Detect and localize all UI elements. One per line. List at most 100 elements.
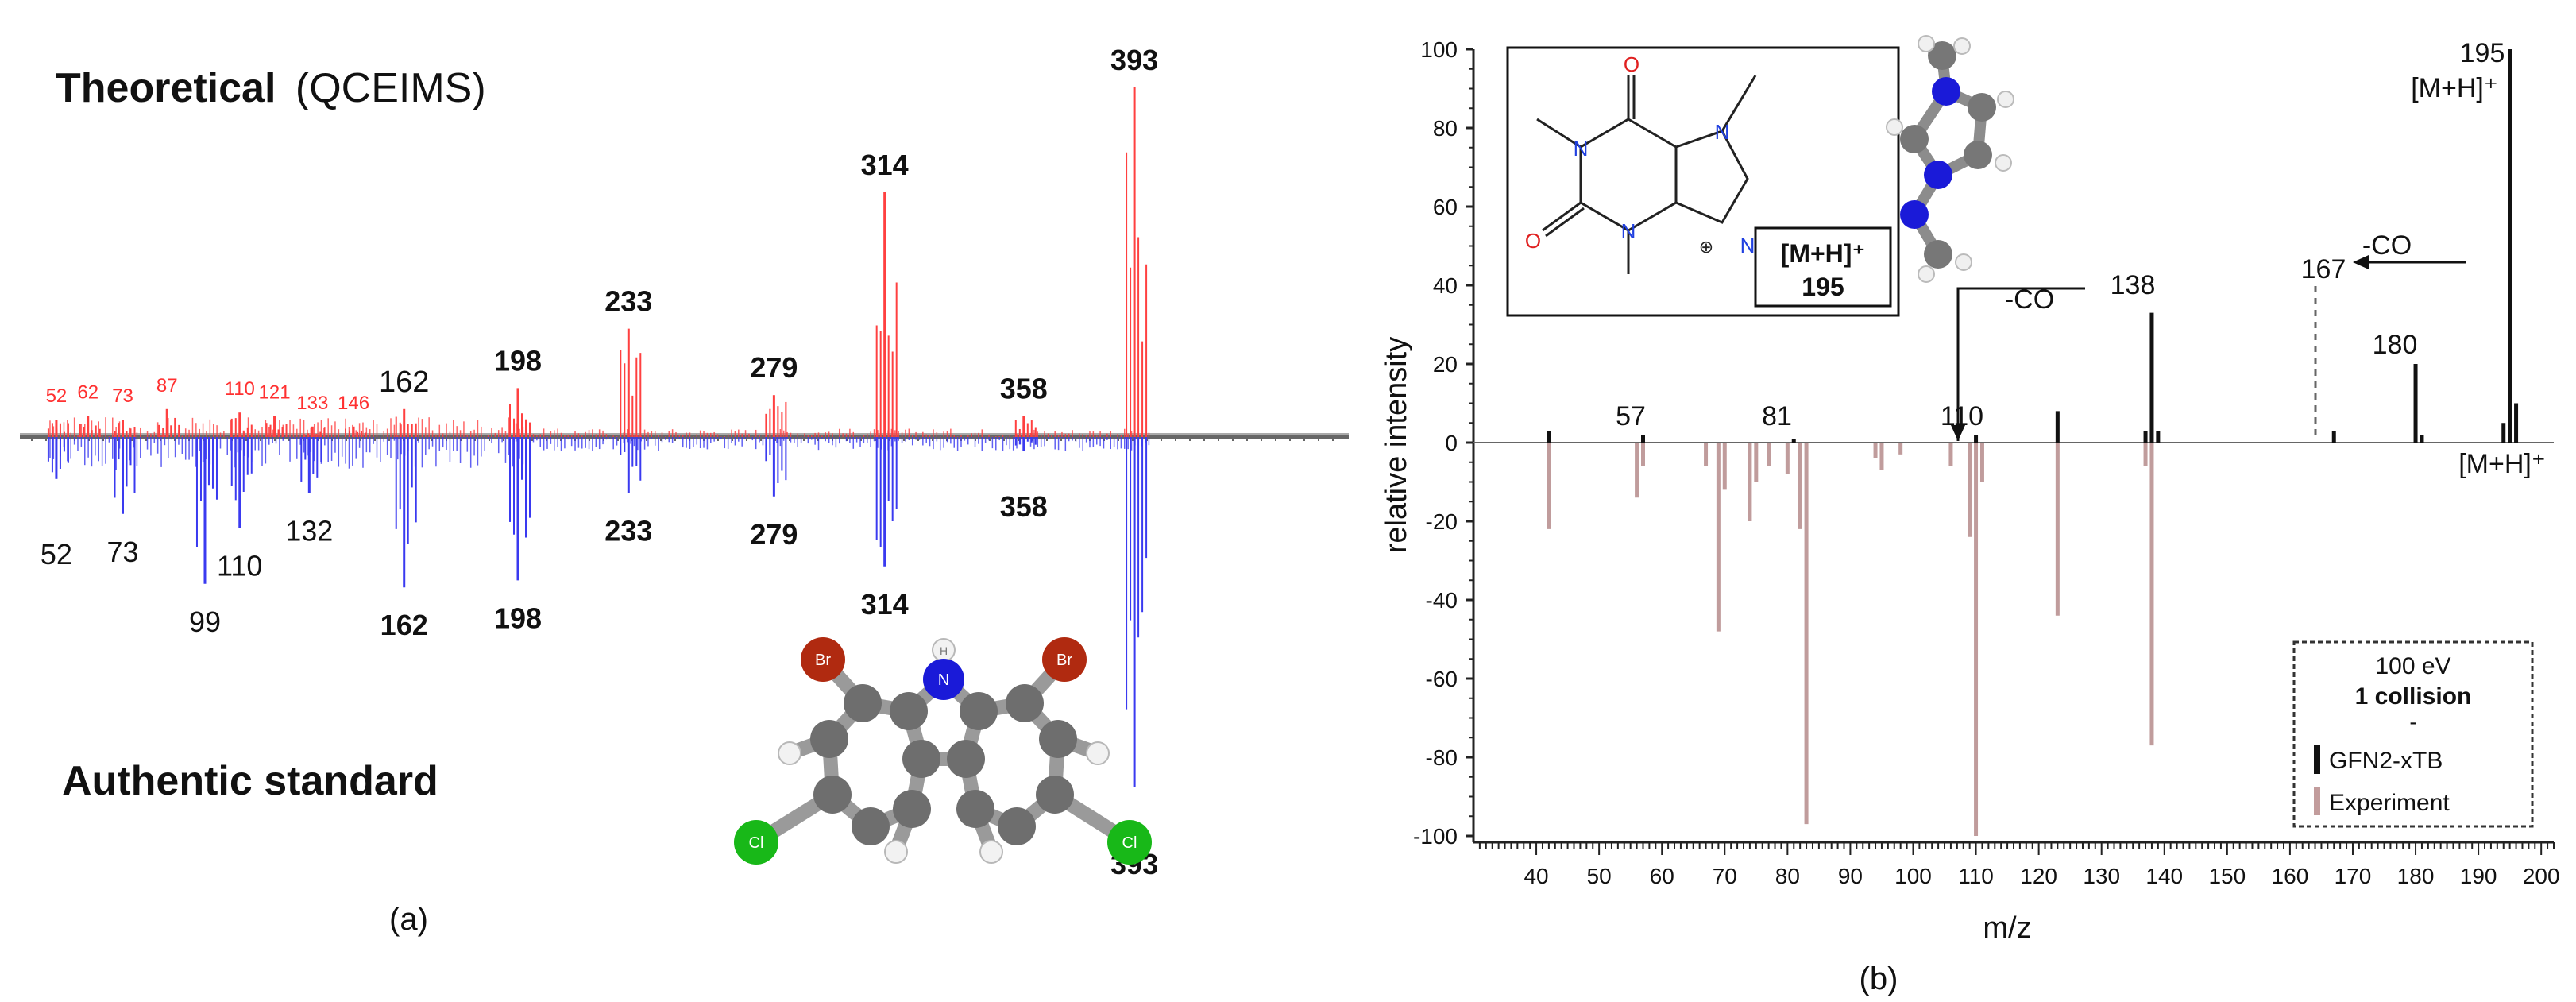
- inset-structure-box: O O N N N N H ⊕ [M+H]⁺ 195: [1506, 46, 1900, 317]
- x-axis-tick-label: 160: [2272, 864, 2309, 888]
- x-axis-tick-label: 80: [1775, 864, 1800, 888]
- y-axis-tick-label: 0: [1445, 431, 1458, 455]
- atom-o-left: O: [1525, 229, 1541, 253]
- authentic-peak-label: 233: [604, 514, 652, 547]
- theoretical-peak-labels: 52 62 73 87 110 121 133 146 162 198 233 279 314 358 39…: [46, 44, 1159, 414]
- legend-subtitle: 1 collision: [2355, 683, 2472, 710]
- theoretical-peak-label: 233: [604, 285, 652, 318]
- annot-peak-57: 57: [1616, 401, 1646, 431]
- y-axis-tick-label: -100: [1413, 824, 1458, 849]
- x-axis-tick-label: 190: [2460, 864, 2497, 888]
- authentic-peak-label: 314: [861, 588, 909, 621]
- authentic-peak-label: 198: [494, 602, 542, 634]
- panel-b-y-ticks: -100 -80 -60 -40 -20 0 20 40 60 80 100: [1413, 37, 1473, 849]
- molecule-nitrogen: [923, 659, 964, 700]
- panel-b-arrows: [1951, 255, 2466, 441]
- atom-n-1: N: [1574, 137, 1589, 161]
- theoretical-peak-label: 198: [494, 344, 542, 377]
- y-axis-tick-label: 80: [1433, 116, 1458, 141]
- carbazole-molecule-image: Br Br N Cl Cl H: [734, 637, 1152, 865]
- y-axis-tick-label: -20: [1426, 509, 1458, 534]
- y-axis-tick-label: 20: [1433, 352, 1458, 377]
- legend: 100 eV 1 collision - GFN2-xTB Experiment: [2292, 640, 2534, 828]
- annot-peak-195: 195: [2460, 38, 2505, 68]
- panel-a-panel-label: (a): [389, 902, 428, 937]
- authentic-peak-label: 162: [380, 609, 428, 641]
- theoretical-peak-label: 73: [112, 385, 133, 407]
- y-axis-tick-label: 40: [1433, 273, 1458, 298]
- molecule-bromine-right: [1042, 637, 1087, 682]
- theoretical-peak-label: 393: [1110, 44, 1158, 76]
- y-axis-tick-label: -40: [1426, 588, 1458, 613]
- panel-a-title-rest: (QCEIMS): [295, 65, 486, 111]
- inset-ion-label: [M+H]⁺: [1781, 239, 1866, 268]
- theoretical-peak-label: 314: [861, 149, 909, 181]
- atom-label-br-left: Br: [815, 652, 831, 669]
- molecule-chlorine-left: [734, 820, 778, 865]
- authentic-peak-label: 279: [750, 518, 798, 551]
- y-axis-tick-label: -80: [1426, 745, 1458, 770]
- arrow-co-left-line: [1956, 287, 2085, 441]
- panel-b-panel-label: (b): [1860, 961, 1898, 996]
- annot-peak-167: 167: [2301, 254, 2346, 284]
- molecule-carbons: [810, 684, 1077, 845]
- authentic-peak-label: 110: [217, 549, 262, 582]
- x-axis-tick-label: 60: [1650, 864, 1674, 888]
- panel-b-spectrum-bars: [1547, 49, 2519, 836]
- panel-b-y-axis-label: relative intensity: [1380, 337, 1413, 553]
- atom-n-3: N: [1621, 219, 1636, 243]
- theoretical-peak-label: 62: [77, 382, 98, 404]
- theoretical-peak-label: 162: [379, 366, 429, 399]
- authentic-spectrum: [47, 437, 1150, 787]
- legend-label-experiment: Experiment: [2329, 790, 2450, 816]
- inset-ion-mass: 195: [1802, 273, 1844, 301]
- atom-charge: ⊕: [1699, 237, 1713, 257]
- atom-o-top: O: [1624, 52, 1639, 76]
- theoretical-peak-label: 87: [156, 375, 178, 397]
- authentic-peak-label: 358: [1000, 490, 1048, 523]
- authentic-peak-label: 132: [285, 514, 333, 547]
- atom-label-cl-right: Cl: [1122, 834, 1137, 852]
- annot-peak-138: 138: [2111, 270, 2156, 300]
- x-axis-tick-label: 200: [2523, 864, 2560, 888]
- theoretical-peak-label: 110: [225, 378, 255, 400]
- theoretical-peak-label: 279: [750, 351, 798, 384]
- molecule-hydrogens: [778, 638, 1110, 864]
- atom-label-n: N: [938, 671, 949, 689]
- x-axis-tick-label: 100: [1894, 864, 1932, 888]
- legend-swatch-gfn2: [2314, 745, 2320, 774]
- legend-title: 100 eV: [2375, 653, 2450, 679]
- legend-swatch-experiment: [2314, 787, 2320, 815]
- annot-peak-81: 81: [1762, 401, 1792, 431]
- theoretical-spectrum: [47, 87, 1150, 437]
- atom-n-7: N: [1715, 120, 1730, 144]
- atom-label-h: H: [940, 644, 948, 657]
- x-axis-tick-label: 70: [1713, 864, 1737, 888]
- y-axis-tick-label: 60: [1433, 195, 1458, 219]
- x-axis-tick-label: 140: [2145, 864, 2183, 888]
- x-axis-tick-label: 110: [1958, 864, 1994, 888]
- annot-mh-bottom: [M+H]⁺: [2458, 449, 2546, 479]
- legend-dash: -: [2409, 710, 2416, 734]
- panel-a-title: Theoretical (QCEIMS): [56, 65, 486, 111]
- theoretical-peak-label: 146: [338, 393, 369, 414]
- theoretical-peak-label: 121: [259, 382, 291, 404]
- inset-ion-box: [1754, 226, 1892, 308]
- theoretical-peak-label: 52: [46, 385, 68, 407]
- authentic-peak-label: 73: [106, 536, 138, 568]
- annot-mh-top: [M+H]⁺: [2411, 73, 2498, 103]
- panel-b-x-axis-label: m/z: [1983, 911, 2031, 945]
- fragment-3d-model: [1886, 35, 2014, 283]
- theoretical-peak-label: 133: [296, 393, 328, 414]
- atom-label-cl-left: Cl: [749, 834, 764, 852]
- panel-a-title-bold: Theoretical: [56, 65, 276, 111]
- x-axis-tick-label: 170: [2335, 864, 2372, 888]
- y-axis-tick-label: -60: [1426, 667, 1458, 691]
- molecule-bromine-left: [801, 637, 845, 682]
- legend-frame: [2292, 640, 2534, 828]
- authentic-peak-label: 52: [41, 538, 72, 571]
